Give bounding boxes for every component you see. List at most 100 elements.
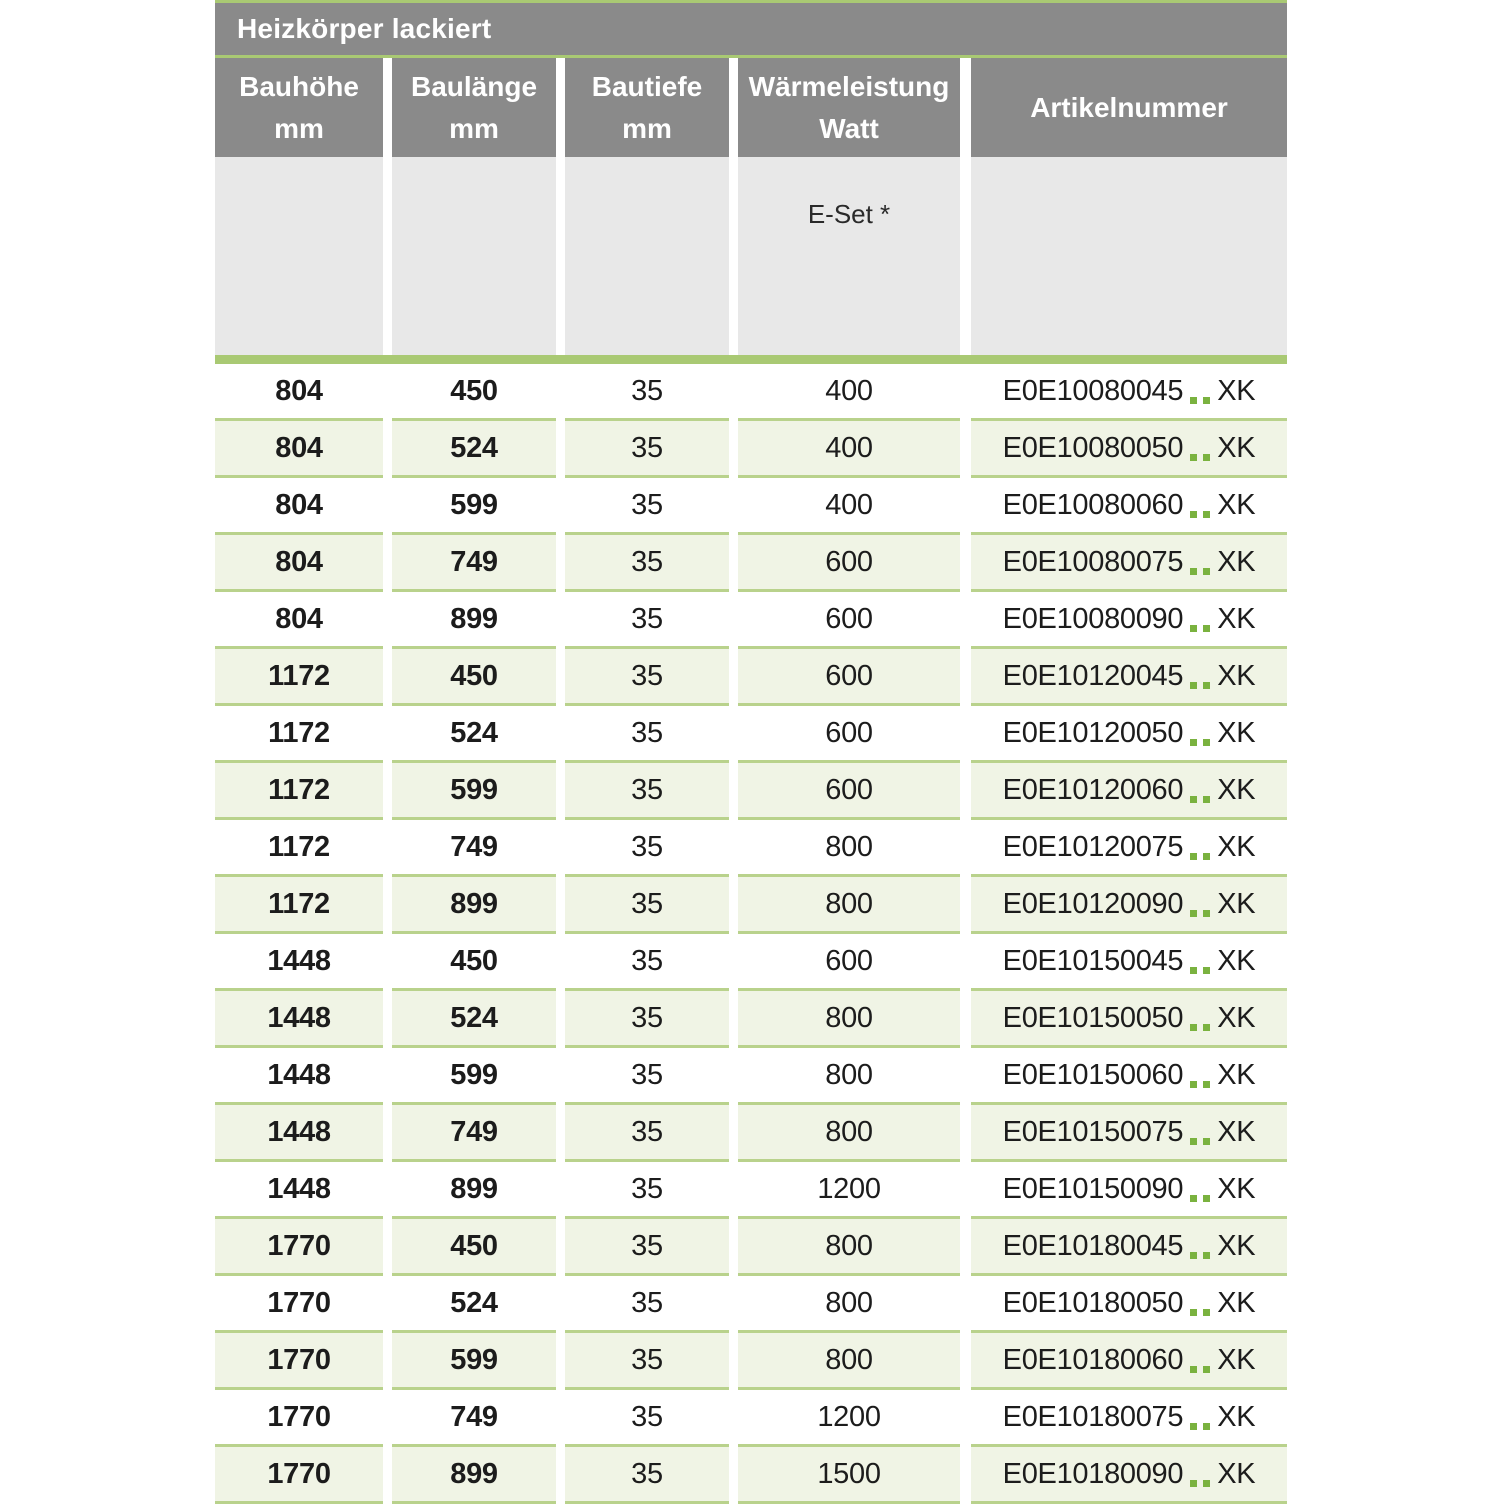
artikelnummer-dot bbox=[1203, 1309, 1211, 1316]
cell-artikelnummer: E0E10120090 XK bbox=[971, 877, 1287, 934]
cell-bautiefe: 35 bbox=[565, 1105, 729, 1162]
header-bauhoehe-label: Bauhöhe bbox=[239, 70, 359, 102]
cell-baulaenge: 899 bbox=[392, 877, 556, 934]
table-row: 1448 524 35 800 E0E10150050 XK bbox=[215, 991, 1287, 1048]
artikelnummer-dot bbox=[1190, 511, 1198, 518]
artikelnummer-dot bbox=[1203, 1366, 1211, 1373]
cell-bautiefe: 35 bbox=[565, 421, 729, 478]
header-waermeleistung-unit: Watt bbox=[819, 112, 879, 144]
artikelnummer-dot bbox=[1190, 967, 1198, 974]
artikelnummer-dot bbox=[1190, 853, 1198, 860]
cell-baulaenge: 599 bbox=[392, 478, 556, 535]
table-title: Heizkörper lackiert bbox=[237, 13, 492, 44]
artikelnummer-dot bbox=[1190, 454, 1198, 461]
cell-bauhoehe: 804 bbox=[215, 421, 383, 478]
cell-bautiefe: 35 bbox=[565, 1447, 729, 1504]
cell-baulaenge: 749 bbox=[392, 1105, 556, 1162]
artikelnummer-prefix: E0E10080090 bbox=[1002, 602, 1184, 635]
artikelnummer-dot bbox=[1190, 1024, 1198, 1031]
table-row: 804 749 35 600 E0E10080075 XK bbox=[215, 535, 1287, 592]
header-bauhoehe: Bauhöhe mm bbox=[215, 58, 383, 157]
artikelnummer-prefix: E0E10150045 bbox=[1002, 944, 1184, 977]
table-row: 1172 749 35 800 E0E10120075 XK bbox=[215, 820, 1287, 877]
artikelnummer-suffix: XK bbox=[1217, 1001, 1256, 1034]
cell-bauhoehe: 1448 bbox=[215, 991, 383, 1048]
cell-waermeleistung: 600 bbox=[738, 763, 960, 820]
artikelnummer-dot bbox=[1203, 739, 1211, 746]
cell-baulaenge: 524 bbox=[392, 1276, 556, 1333]
artikelnummer-suffix: XK bbox=[1217, 1229, 1256, 1262]
artikelnummer-prefix: E0E10120060 bbox=[1002, 773, 1184, 806]
cell-baulaenge: 450 bbox=[392, 364, 556, 421]
artikelnummer-dot bbox=[1190, 1195, 1198, 1202]
header-artikelnummer-label: Artikelnummer bbox=[1030, 91, 1228, 123]
artikelnummer-prefix: E0E10180090 bbox=[1002, 1457, 1184, 1490]
cell-waermeleistung: 800 bbox=[738, 820, 960, 877]
table-title-bar: Heizkörper lackiert bbox=[215, 3, 1287, 55]
cell-waermeleistung: 800 bbox=[738, 1276, 960, 1333]
artikelnummer-suffix: XK bbox=[1217, 431, 1256, 464]
cell-waermeleistung: 800 bbox=[738, 1219, 960, 1276]
cell-bautiefe: 35 bbox=[565, 1390, 729, 1447]
artikelnummer-prefix: E0E10080075 bbox=[1002, 545, 1184, 578]
artikelnummer-suffix: XK bbox=[1217, 716, 1256, 749]
cell-artikelnummer: E0E10080075 XK bbox=[971, 535, 1287, 592]
artikelnummer-prefix: E0E10150075 bbox=[1002, 1115, 1184, 1148]
cell-artikelnummer: E0E10150060 XK bbox=[971, 1048, 1287, 1105]
artikelnummer-dot bbox=[1190, 910, 1198, 917]
cell-bautiefe: 35 bbox=[565, 1219, 729, 1276]
table-row: 1172 450 35 600 E0E10120045 XK bbox=[215, 649, 1287, 706]
artikelnummer-prefix: E0E10180045 bbox=[1002, 1229, 1184, 1262]
subheader-eset-cell: E-Set * bbox=[738, 157, 960, 355]
cell-waermeleistung: 600 bbox=[738, 934, 960, 991]
cell-bauhoehe: 1172 bbox=[215, 763, 383, 820]
artikelnummer-dot bbox=[1190, 739, 1198, 746]
artikelnummer-dot bbox=[1203, 568, 1211, 575]
artikelnummer-dot bbox=[1190, 796, 1198, 803]
table-row: 1448 899 35 1200 E0E10150090 XK bbox=[215, 1162, 1287, 1219]
cell-bauhoehe: 1172 bbox=[215, 706, 383, 763]
cell-bauhoehe: 1172 bbox=[215, 820, 383, 877]
artikelnummer-dot bbox=[1203, 1024, 1211, 1031]
cell-bautiefe: 35 bbox=[565, 1162, 729, 1219]
cell-artikelnummer: E0E10080090 XK bbox=[971, 592, 1287, 649]
artikelnummer-suffix: XK bbox=[1217, 374, 1256, 407]
cell-bautiefe: 35 bbox=[565, 1333, 729, 1390]
cell-artikelnummer: E0E10150075 XK bbox=[971, 1105, 1287, 1162]
artikelnummer-dot bbox=[1190, 1138, 1198, 1145]
cell-baulaenge: 524 bbox=[392, 706, 556, 763]
artikelnummer-suffix: XK bbox=[1217, 773, 1256, 806]
cell-waermeleistung: 600 bbox=[738, 592, 960, 649]
column-header-row: Bauhöhe mm Baulänge mm Bautiefe mm Wärme… bbox=[215, 58, 1287, 157]
artikelnummer-prefix: E0E10150060 bbox=[1002, 1058, 1184, 1091]
header-bauhoehe-unit: mm bbox=[274, 112, 324, 144]
cell-artikelnummer: E0E10120045 XK bbox=[971, 649, 1287, 706]
artikelnummer-suffix: XK bbox=[1217, 488, 1256, 521]
cell-bautiefe: 35 bbox=[565, 877, 729, 934]
subheader-artikelnummer-cell bbox=[971, 157, 1287, 355]
artikelnummer-prefix: E0E10080060 bbox=[1002, 488, 1184, 521]
artikelnummer-dot bbox=[1190, 568, 1198, 575]
cell-artikelnummer: E0E10180045 XK bbox=[971, 1219, 1287, 1276]
cell-bautiefe: 35 bbox=[565, 706, 729, 763]
cell-baulaenge: 599 bbox=[392, 1333, 556, 1390]
cell-artikelnummer: E0E10080045 XK bbox=[971, 364, 1287, 421]
cell-waermeleistung: 400 bbox=[738, 364, 960, 421]
cell-waermeleistung: 800 bbox=[738, 1105, 960, 1162]
table-row: 1172 899 35 800 E0E10120090 XK bbox=[215, 877, 1287, 934]
cell-baulaenge: 450 bbox=[392, 934, 556, 991]
artikelnummer-suffix: XK bbox=[1217, 887, 1256, 920]
artikelnummer-prefix: E0E10180050 bbox=[1002, 1286, 1184, 1319]
cell-baulaenge: 599 bbox=[392, 1048, 556, 1105]
artikelnummer-prefix: E0E10120090 bbox=[1002, 887, 1184, 920]
cell-artikelnummer: E0E10150090 XK bbox=[971, 1162, 1287, 1219]
cell-waermeleistung: 800 bbox=[738, 877, 960, 934]
cell-bauhoehe: 1770 bbox=[215, 1390, 383, 1447]
cell-bautiefe: 35 bbox=[565, 763, 729, 820]
artikelnummer-dot bbox=[1190, 1309, 1198, 1316]
cell-baulaenge: 749 bbox=[392, 535, 556, 592]
header-bautiefe: Bautiefe mm bbox=[565, 58, 729, 157]
artikelnummer-prefix: E0E10120075 bbox=[1002, 830, 1184, 863]
cell-bauhoehe: 804 bbox=[215, 478, 383, 535]
table-row: 1770 450 35 800 E0E10180045 XK bbox=[215, 1219, 1287, 1276]
